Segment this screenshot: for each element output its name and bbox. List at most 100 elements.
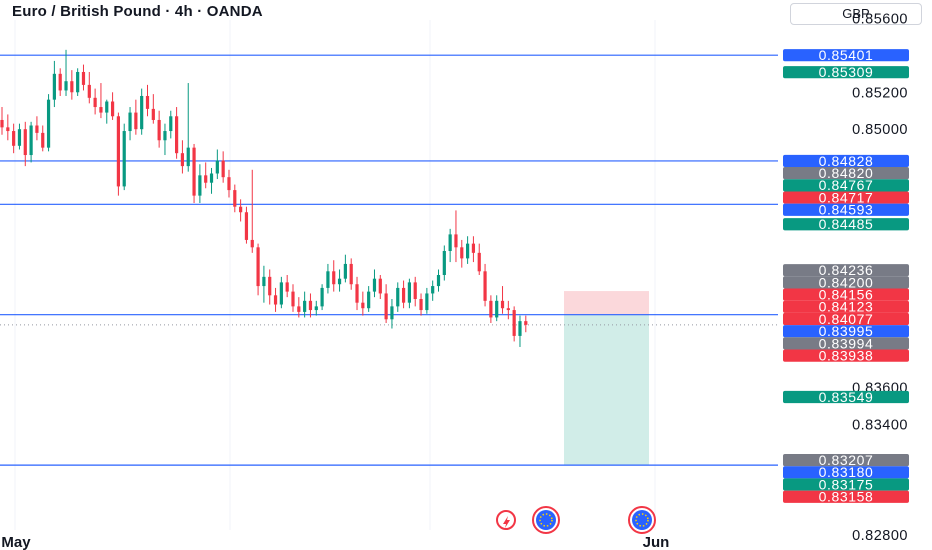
candle[interactable] [110, 92, 115, 120]
candle[interactable] [81, 64, 86, 91]
candle[interactable] [157, 110, 161, 148]
candle[interactable] [46, 94, 51, 152]
eu-flag-icon[interactable] [532, 506, 560, 534]
candle[interactable] [308, 293, 313, 318]
candle[interactable] [407, 278, 411, 309]
candle[interactable] [134, 99, 138, 135]
candle[interactable] [477, 243, 481, 275]
candle[interactable] [151, 94, 155, 124]
candle[interactable] [145, 84, 150, 117]
candle[interactable] [425, 287, 429, 314]
candle[interactable] [372, 269, 377, 298]
price-tag: 0.83938 [783, 348, 909, 364]
candle[interactable] [175, 107, 179, 159]
candle[interactable] [337, 269, 342, 292]
candle[interactable] [291, 284, 295, 312]
candle[interactable] [256, 243, 260, 296]
candle[interactable] [52, 60, 56, 108]
candle[interactable] [250, 169, 254, 253]
candle[interactable] [128, 107, 132, 141]
candle[interactable] [116, 112, 120, 196]
candle[interactable] [442, 245, 446, 281]
candle[interactable] [524, 315, 528, 333]
take-profit-zone[interactable] [564, 314, 649, 466]
candle[interactable] [0, 107, 4, 135]
candle[interactable] [500, 286, 505, 314]
candle[interactable] [361, 291, 365, 316]
dividend-badge-icon[interactable] [496, 510, 516, 530]
candle[interactable] [355, 276, 359, 311]
candle[interactable] [471, 236, 476, 263]
candle[interactable] [64, 49, 68, 96]
candle[interactable] [285, 275, 289, 298]
candle[interactable] [227, 169, 231, 198]
candle[interactable] [512, 306, 516, 342]
candle[interactable] [303, 291, 307, 318]
candle[interactable] [93, 88, 97, 115]
candle[interactable] [489, 295, 493, 323]
candle[interactable] [378, 275, 382, 299]
candle[interactable] [204, 162, 208, 189]
candle[interactable] [163, 123, 167, 156]
candle[interactable] [495, 295, 499, 322]
candle[interactable] [483, 263, 487, 307]
candle[interactable] [396, 282, 400, 312]
candle[interactable] [209, 167, 214, 194]
candle[interactable] [41, 125, 45, 152]
candle[interactable] [326, 263, 330, 294]
candle[interactable] [349, 258, 353, 290]
stop-loss-zone[interactable] [564, 291, 649, 315]
candle[interactable] [215, 149, 219, 180]
candle[interactable] [367, 286, 371, 312]
candle[interactable] [436, 269, 441, 292]
candle[interactable] [343, 254, 347, 283]
candle[interactable] [431, 280, 435, 301]
candle[interactable] [99, 83, 103, 119]
candle[interactable] [6, 114, 10, 141]
candle[interactable] [169, 110, 173, 139]
candle[interactable] [23, 121, 27, 167]
candle[interactable] [35, 116, 39, 141]
candle[interactable] [29, 121, 33, 163]
candle[interactable] [105, 99, 109, 124]
candle[interactable] [186, 83, 190, 172]
candle[interactable] [221, 151, 225, 183]
candle[interactable] [244, 206, 249, 244]
candle[interactable] [140, 88, 144, 135]
candle[interactable] [419, 293, 423, 316]
candle[interactable] [76, 68, 80, 96]
candle[interactable] [401, 280, 406, 309]
currency-selector[interactable]: GBP [790, 3, 922, 25]
candle[interactable] [460, 239, 464, 268]
candle[interactable] [17, 123, 22, 150]
candle[interactable] [268, 269, 272, 305]
candle[interactable] [413, 276, 417, 307]
candle[interactable] [58, 68, 62, 96]
candle[interactable] [390, 298, 394, 329]
candle[interactable] [518, 315, 522, 347]
candle[interactable] [466, 236, 470, 264]
candle[interactable] [233, 184, 237, 213]
candle[interactable] [180, 140, 185, 174]
candle[interactable] [239, 199, 243, 222]
candle[interactable] [192, 143, 196, 204]
candle[interactable] [384, 284, 388, 323]
candle[interactable] [87, 71, 91, 104]
candle[interactable] [122, 123, 126, 191]
candle[interactable] [279, 276, 283, 309]
eu-flag-icon[interactable] [628, 506, 656, 534]
candle[interactable] [506, 300, 510, 320]
candle[interactable] [262, 265, 266, 303]
candle[interactable] [314, 300, 318, 316]
candle[interactable] [198, 164, 202, 204]
candle[interactable] [297, 297, 301, 318]
candle[interactable] [273, 287, 278, 312]
candle[interactable] [70, 70, 74, 100]
x-tick-label: Jun [643, 534, 670, 550]
candle[interactable] [448, 228, 452, 263]
candle[interactable] [454, 210, 458, 263]
candle[interactable] [320, 284, 324, 311]
candle[interactable] [332, 260, 336, 292]
candle[interactable] [12, 123, 16, 154]
